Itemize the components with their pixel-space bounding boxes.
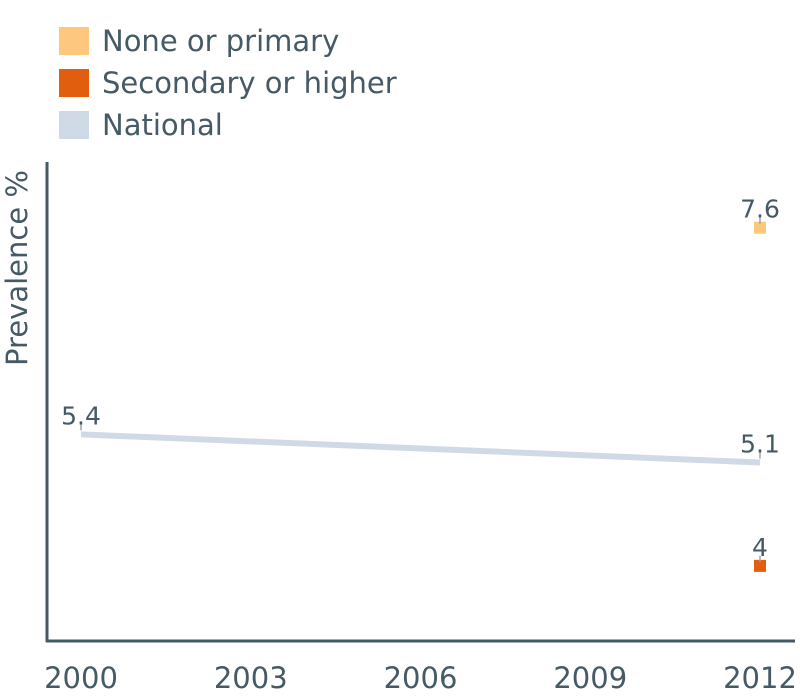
x-tick-label-2000: 2000 [44, 661, 118, 695]
plot-area: 7.6 4 5.4 5.1 [61, 195, 780, 572]
data-label-national-2000: 5.4 [61, 401, 101, 430]
data-label-none-or-primary-2012: 7.6 [740, 195, 780, 224]
x-axis-ticks: 2000 2003 2006 2009 2012 [44, 661, 797, 695]
y-axis-title: Prevalence % [0, 170, 34, 366]
legend-label-none-or-primary: None or primary [102, 24, 339, 58]
legend: None or primary Secondary or higher Nation… [59, 24, 397, 142]
x-tick-label-2009: 2009 [553, 661, 627, 695]
data-point-secondary-or-higher-2012 [754, 559, 766, 572]
x-tick-label-2003: 2003 [214, 661, 288, 695]
data-label-secondary-or-higher-2012: 4 [752, 533, 768, 562]
legend-label-secondary-or-higher: Secondary or higher [102, 66, 397, 100]
data-point-none-or-primary-2012 [754, 221, 766, 234]
x-tick-label-2012: 2012 [723, 661, 797, 695]
legend-label-national: National [102, 108, 223, 142]
data-label-national-2012: 5.1 [740, 430, 780, 459]
series-line-national [80, 431, 761, 466]
legend-swatch-none-or-primary [59, 27, 89, 55]
x-tick-label-2006: 2006 [384, 661, 458, 695]
legend-swatch-secondary-or-higher [59, 69, 89, 97]
legend-swatch-national [59, 111, 89, 139]
